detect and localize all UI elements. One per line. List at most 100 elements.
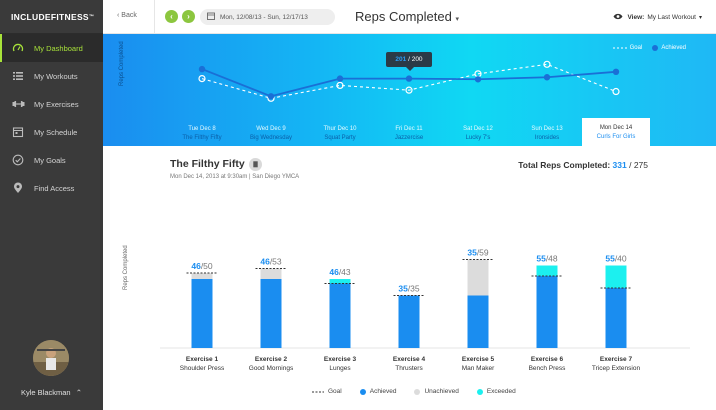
next-range-button[interactable]: › bbox=[182, 10, 195, 23]
workout-details-button[interactable] bbox=[249, 158, 262, 171]
workout-title: The Filthy Fifty bbox=[170, 158, 245, 170]
day-tab-date: Wed Dec 9 bbox=[256, 126, 286, 132]
exceeded-bar bbox=[536, 265, 558, 276]
sidebar: INCLUDE FITNESS ™ My Dashboard My Workouts… bbox=[0, 0, 103, 410]
exercise-name: Thrusters bbox=[395, 365, 423, 372]
day-tab-date: Tue Dec 8 bbox=[188, 126, 216, 132]
total-reps-goal: / 275 bbox=[629, 160, 648, 170]
exercise-name: Lunges bbox=[329, 365, 351, 372]
chart-y-axis-label: Reps Completed bbox=[123, 245, 129, 290]
achieved-point[interactable] bbox=[267, 93, 275, 100]
day-tab-date: Sat Dec 12 bbox=[463, 126, 493, 132]
data-tooltip: 201 / 200 bbox=[386, 52, 432, 71]
user-menu[interactable]: Kyle Blackman ⌃ bbox=[0, 388, 103, 397]
total-reps-label: Total Reps Completed: bbox=[518, 160, 611, 170]
day-tab-date: Mon Dec 14 bbox=[599, 125, 633, 131]
day-tab[interactable]: Tue Dec 8 The Filthy Fifty bbox=[168, 122, 236, 146]
brand-logo[interactable]: INCLUDE FITNESS ™ bbox=[0, 0, 103, 34]
page-title: Reps Completed bbox=[355, 9, 452, 24]
exercise-name: Good Mornings bbox=[248, 365, 294, 372]
prev-range-button[interactable]: ‹ bbox=[165, 10, 178, 23]
calendar-icon bbox=[207, 12, 215, 22]
achieved-bar[interactable] bbox=[329, 283, 351, 349]
workout-subtitle: Mon Dec 14, 2013 at 9:30am | San Diego Y… bbox=[170, 174, 300, 180]
achieved-point[interactable] bbox=[543, 74, 551, 81]
achieved-bar[interactable] bbox=[398, 295, 420, 349]
exercise-number: Exercise 2 bbox=[254, 356, 288, 363]
sidebar-item-label: My Schedule bbox=[34, 127, 78, 137]
sidebar-item-exercises[interactable]: My Exercises bbox=[0, 90, 103, 118]
banner-legend: Goal Achieved bbox=[612, 45, 686, 51]
exercise-label: Exercise 7 Tricep Extension bbox=[581, 355, 651, 373]
legend-achieved-label: Achieved bbox=[369, 388, 397, 395]
day-tab[interactable]: Sat Dec 12 Lucky 7's bbox=[444, 122, 512, 146]
tooltip-goal: / 200 bbox=[408, 56, 423, 63]
bar-value-label: 55/40 bbox=[605, 254, 627, 264]
legend-goal-label: Goal bbox=[328, 388, 342, 395]
day-tab-workout: Ironsides bbox=[534, 135, 560, 141]
sidebar-item-dashboard[interactable]: My Dashboard bbox=[0, 34, 103, 62]
unachieved-bar bbox=[191, 273, 213, 279]
achieved-point[interactable] bbox=[198, 65, 206, 73]
calendar-icon bbox=[11, 125, 25, 139]
day-tab-date: Fri Dec 11 bbox=[395, 126, 423, 132]
achieved-bar[interactable] bbox=[467, 295, 489, 349]
sidebar-item-find-access[interactable]: Find Access bbox=[0, 174, 103, 202]
achieved-bar[interactable] bbox=[191, 279, 213, 348]
exercise-number: Exercise 3 bbox=[323, 356, 357, 363]
day-tab[interactable]: Mon Dec 14 Curls For Girls bbox=[582, 118, 650, 146]
page-title-dropdown[interactable]: Reps Completed ▾ bbox=[355, 9, 459, 24]
exercise-name: Bench Press bbox=[528, 365, 566, 372]
exceeded-bar bbox=[605, 265, 627, 288]
bar-value-label: 55/48 bbox=[536, 254, 558, 264]
back-button[interactable]: ‹ Back bbox=[117, 12, 137, 19]
exercise-label: Exercise 3 Lunges bbox=[305, 355, 375, 373]
achieved-point[interactable] bbox=[405, 75, 413, 82]
view-value: My Last Workout bbox=[647, 14, 696, 21]
sidebar-item-label: My Workouts bbox=[34, 71, 78, 81]
goal-point bbox=[405, 86, 413, 94]
view-label: View: bbox=[627, 14, 645, 21]
check-circle-icon bbox=[11, 153, 25, 167]
achieved-bar[interactable] bbox=[260, 279, 282, 348]
achieved-bar[interactable] bbox=[536, 276, 558, 348]
legend-goal: Goal bbox=[612, 45, 643, 51]
sidebar-item-schedule[interactable]: My Schedule bbox=[0, 118, 103, 146]
day-tab[interactable]: Fri Dec 11 Jazzercise bbox=[375, 122, 443, 146]
day-tab[interactable]: Thur Dec 10 Squat Party bbox=[306, 122, 374, 146]
avatar[interactable] bbox=[33, 340, 69, 376]
sidebar-item-label: Find Access bbox=[34, 183, 75, 193]
legend-achieved: Achieved bbox=[359, 388, 397, 395]
exercise-label: Exercise 6 Bench Press bbox=[512, 355, 582, 373]
day-tab-workout: Squat Party bbox=[324, 135, 356, 141]
legend-goal-label: Goal bbox=[629, 45, 643, 51]
achieved-point[interactable] bbox=[612, 68, 620, 75]
exceeded-dot bbox=[476, 388, 483, 395]
chevron-right-icon: › bbox=[187, 12, 190, 21]
day-tab[interactable]: Wed Dec 9 Big Wednesday bbox=[237, 122, 305, 146]
dumbbell-icon bbox=[11, 97, 25, 111]
exercise-number: Exercise 7 bbox=[599, 356, 633, 363]
achieved-bar[interactable] bbox=[605, 288, 627, 348]
weekly-trend-chart bbox=[198, 60, 620, 102]
day-tab-date: Sun Dec 13 bbox=[531, 126, 563, 132]
day-tab[interactable]: Sun Dec 13 Ironsides bbox=[513, 122, 581, 146]
header-divider bbox=[154, 0, 155, 34]
eye-icon bbox=[613, 13, 623, 22]
sidebar-item-goals[interactable]: My Goals bbox=[0, 146, 103, 174]
date-range-picker[interactable]: Mon, 12/08/13 - Sun, 12/17/13 bbox=[200, 9, 335, 25]
goal-point bbox=[612, 87, 620, 96]
exercise-label: Exercise 2 Good Mornings bbox=[236, 355, 306, 373]
exercise-label: Exercise 5 Man Maker bbox=[443, 355, 513, 373]
achieved-point[interactable] bbox=[336, 75, 344, 82]
exercise-number: Exercise 5 bbox=[461, 356, 495, 363]
date-range-text: Mon, 12/08/13 - Sun, 12/17/13 bbox=[220, 13, 308, 21]
achieved-point[interactable] bbox=[474, 76, 482, 83]
bar-value-label: 46/43 bbox=[329, 267, 351, 277]
view-selector[interactable]: View: My Last Workout ▾ bbox=[613, 13, 702, 22]
sidebar-item-workouts[interactable]: My Workouts bbox=[0, 62, 103, 90]
day-tab-workout: Lucky 7's bbox=[465, 135, 491, 141]
goal-point bbox=[543, 60, 551, 68]
back-label: Back bbox=[121, 12, 137, 19]
